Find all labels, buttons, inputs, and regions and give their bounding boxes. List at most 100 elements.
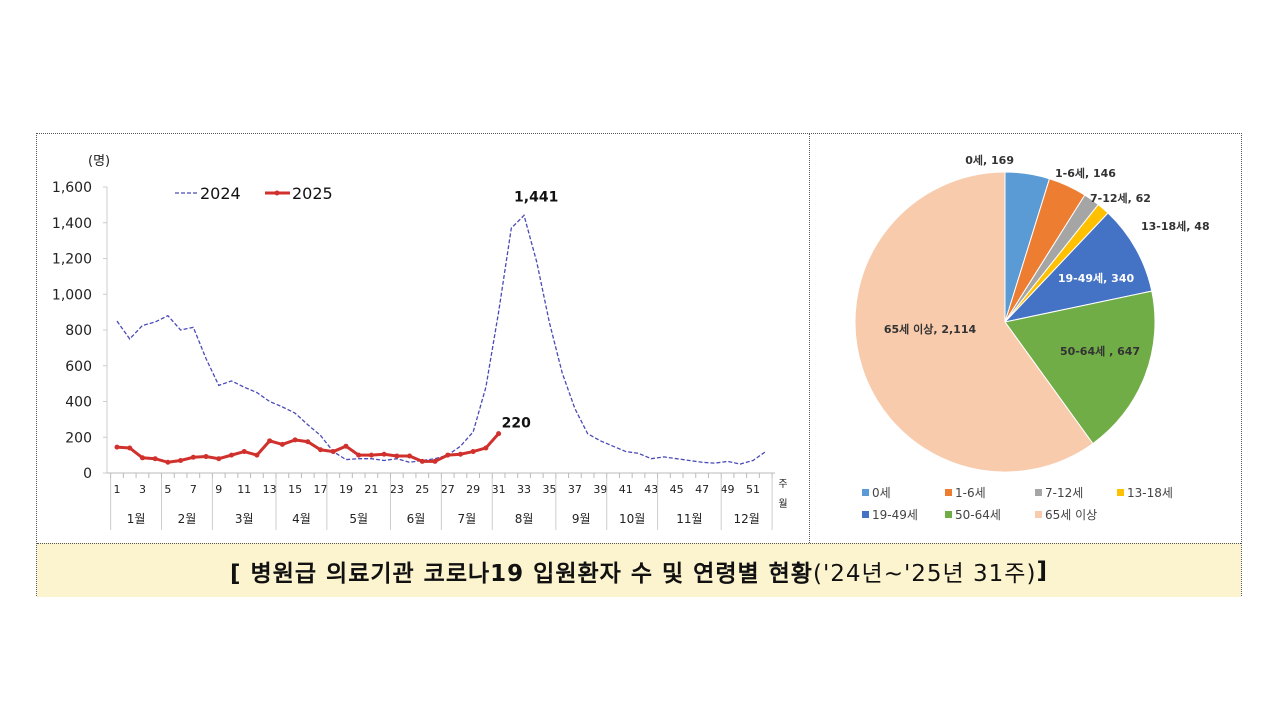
x-tick-label: 7 [190,483,197,496]
y-tick-label: 800 [65,323,92,339]
legend-label-2024: 2024 [200,184,241,203]
data-point-2025 [470,449,476,455]
title-end: ] [1036,557,1048,584]
data-point-2025 [305,439,311,445]
legend-swatch [862,489,869,496]
legend-label-2025: 2025 [292,184,333,203]
data-point-2025 [228,452,234,458]
month-label: 12월 [733,512,759,526]
month-label: 4월 [292,512,311,526]
x-tick-label: 19 [339,483,353,496]
y-tick-label: 600 [65,359,92,375]
month-label: 6월 [407,512,426,526]
pie-data-label: 50-64세 , 647 [1060,344,1140,358]
legend-label: 19-49세 [872,508,918,522]
data-point-2025 [394,453,400,459]
data-point-2025 [216,456,222,462]
month-label: 2월 [178,512,197,526]
x-tick-label: 15 [288,483,302,496]
data-point-2025 [407,453,413,459]
annotation-label: 1,441 [514,189,558,205]
annotation-label: 220 [502,416,531,432]
x-tick-label: 13 [263,483,277,496]
data-point-2025 [241,449,247,455]
y-tick-label: 1,600 [52,180,92,196]
pie-data-label: 1-6세, 146 [1055,166,1116,180]
x-tick-label: 51 [746,483,760,496]
month-label: 7월 [457,512,476,526]
legend-swatch [945,511,952,518]
x-tick-label: 25 [415,483,429,496]
data-point-2025 [318,447,324,453]
pie-data-label: 7-12세, 62 [1090,191,1151,205]
x-tick-label: 31 [492,483,506,496]
month-axis-label: 월 [778,498,787,510]
x-tick-label: 1 [114,483,121,496]
data-point-2025 [432,458,438,464]
data-point-2025 [457,451,463,457]
month-label: 1월 [127,512,146,526]
data-point-2025 [381,451,387,457]
data-point-2025 [203,454,209,460]
pie-slice [1004,290,1156,445]
legend-label: 0세 [872,486,891,500]
y-tick-label: 1,400 [52,216,92,232]
legend-label: 7-12세 [1045,486,1083,500]
legend-label: 65세 이상 [1045,508,1097,522]
x-tick-label: 33 [517,483,531,496]
data-point-2025 [139,455,145,461]
x-tick-label: 41 [619,483,633,496]
data-point-2025 [279,441,285,447]
data-point-2025 [114,444,120,450]
series-line-2025 [116,432,500,464]
legend-swatch [862,511,869,518]
pie-slice [1003,212,1153,323]
y-tick-label: 200 [65,430,92,446]
data-point-2025 [127,445,133,451]
legend-swatch [945,489,952,496]
data-point-2025 [330,449,336,455]
pie-slice [854,171,1094,473]
x-tick-label: 35 [542,483,556,496]
month-label: 11월 [676,512,702,526]
x-tick-label: 49 [721,483,735,496]
data-point-2025 [343,443,349,449]
unit-label: (명) [88,154,110,169]
month-label: 8월 [515,512,534,526]
month-label: 9월 [572,512,591,526]
legend-swatch [1035,489,1042,496]
y-tick-label: 1,200 [52,252,92,268]
pie-data-label: 13-18세, 48 [1141,219,1210,233]
series-line-2024 [116,214,767,465]
data-point-2025 [419,458,425,464]
x-tick-label: 21 [364,483,378,496]
pie-data-label: 0세, 169 [965,153,1014,167]
x-tick-label: 9 [215,483,222,496]
x-tick-label: 5 [164,483,171,496]
y-tick-label: 1,000 [52,287,92,303]
title-sub: ('24년~'25년 31주) [812,560,1037,587]
y-tick-label: 400 [65,395,92,411]
x-tick-label: 3 [139,483,146,496]
pie-data-label: 65세 이상, 2,114 [884,322,977,336]
month-label: 5월 [349,512,368,526]
legend-label: 13-18세 [1127,486,1173,500]
data-point-2025 [356,452,362,458]
legend-marker-2025 [274,190,280,196]
data-point-2025 [445,452,451,458]
legend-label: 50-64세 [955,508,1001,522]
pie-data-label: 19-49세, 340 [1058,271,1135,285]
x-tick-label: 11 [237,483,251,496]
data-point-2025 [292,437,298,443]
title-main: [ 병원급 의료기관 코로나19 입원환자 수 및 연령별 현황 [230,560,813,587]
x-tick-label: 37 [568,483,582,496]
week-axis-label: 주 [778,479,787,490]
x-tick-label: 27 [441,483,455,496]
panel-divider [809,133,810,543]
month-label: 3월 [235,512,254,526]
legend-swatch [1035,511,1042,518]
x-tick-label: 39 [593,483,607,496]
x-tick-label: 43 [644,483,658,496]
x-tick-label: 23 [390,483,404,496]
